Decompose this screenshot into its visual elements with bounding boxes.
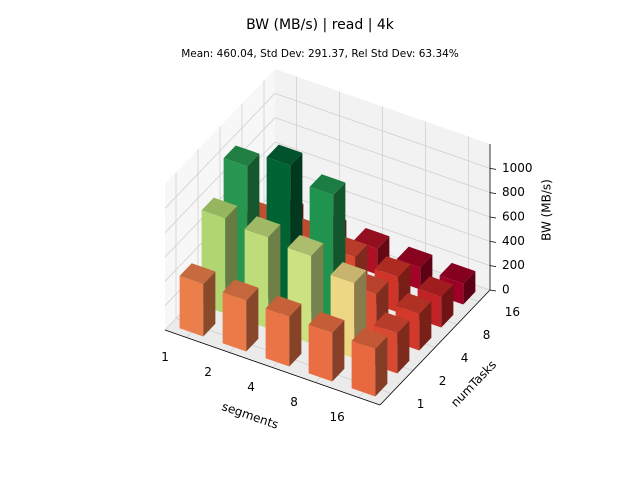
- bar-top: [374, 256, 411, 278]
- y-tick-label: 2: [439, 374, 447, 388]
- bar-side: [463, 271, 476, 305]
- x-tick-label: 2: [204, 365, 212, 379]
- z-tick: [489, 289, 497, 292]
- bar-top: [265, 295, 302, 317]
- bar-side: [289, 303, 302, 367]
- bar-top: [244, 216, 281, 238]
- z-tick-label: 0: [502, 283, 510, 297]
- bar-top: [395, 293, 432, 314]
- bar-top: [222, 279, 259, 301]
- bar-side: [397, 320, 410, 374]
- axis-line: [164, 329, 381, 406]
- bar-side: [441, 284, 454, 328]
- bar-top: [439, 262, 476, 284]
- bar-top: [351, 328, 388, 349]
- axis-line: [379, 289, 491, 406]
- bar-side: [246, 287, 259, 352]
- x-tick-label: 8: [290, 395, 298, 409]
- bar-top: [223, 145, 260, 167]
- bar-top: [266, 144, 303, 166]
- y-tick-label: 8: [483, 328, 491, 342]
- z-tick: [489, 167, 497, 170]
- bar-side: [332, 320, 345, 382]
- chart-title: BW (MB/s) | read | 4k: [246, 17, 395, 33]
- bar-side: [419, 301, 432, 351]
- bar-top: [287, 234, 324, 256]
- y-tick-label: 4: [461, 351, 469, 365]
- y-tick-label: 16: [505, 305, 520, 319]
- bar-front: [351, 340, 376, 397]
- bar-front: [265, 308, 290, 367]
- bar-top: [179, 263, 216, 285]
- z-tick: [489, 240, 497, 243]
- bar-side: [375, 336, 388, 397]
- bar-top: [396, 246, 433, 268]
- z-tick-label: 200: [502, 258, 525, 272]
- chart-subtitle: Mean: 460.04, Std Dev: 291.37, Rel Std D…: [181, 48, 459, 60]
- bar-top: [417, 276, 454, 298]
- bar-top: [330, 262, 367, 284]
- bar-front: [308, 324, 333, 382]
- z-tick-label: 400: [502, 234, 525, 248]
- z-tick: [489, 192, 497, 195]
- x-axis-label: segments: [220, 399, 280, 431]
- z-tick: [489, 216, 497, 219]
- bar-top: [308, 311, 345, 333]
- y-axis-label: numTasks: [448, 358, 499, 410]
- z-axis-label: BW (MB/s): [540, 179, 554, 241]
- y-tick-label: 1: [417, 397, 425, 411]
- z-tick-label: 1000: [502, 161, 533, 175]
- z-tick: [489, 265, 497, 268]
- z-tick-label: 600: [502, 210, 525, 224]
- bar-top: [309, 174, 346, 196]
- bar-side: [203, 271, 216, 337]
- bar-top: [201, 197, 238, 219]
- bar-front: [179, 275, 204, 337]
- x-tick-label: 16: [329, 410, 344, 424]
- bar-front: [222, 292, 247, 352]
- bar-top: [373, 312, 410, 334]
- z-tick-label: 800: [502, 185, 525, 199]
- x-tick-label: 4: [247, 380, 255, 394]
- bar-side: [420, 254, 433, 290]
- x-tick-label: 1: [161, 350, 169, 364]
